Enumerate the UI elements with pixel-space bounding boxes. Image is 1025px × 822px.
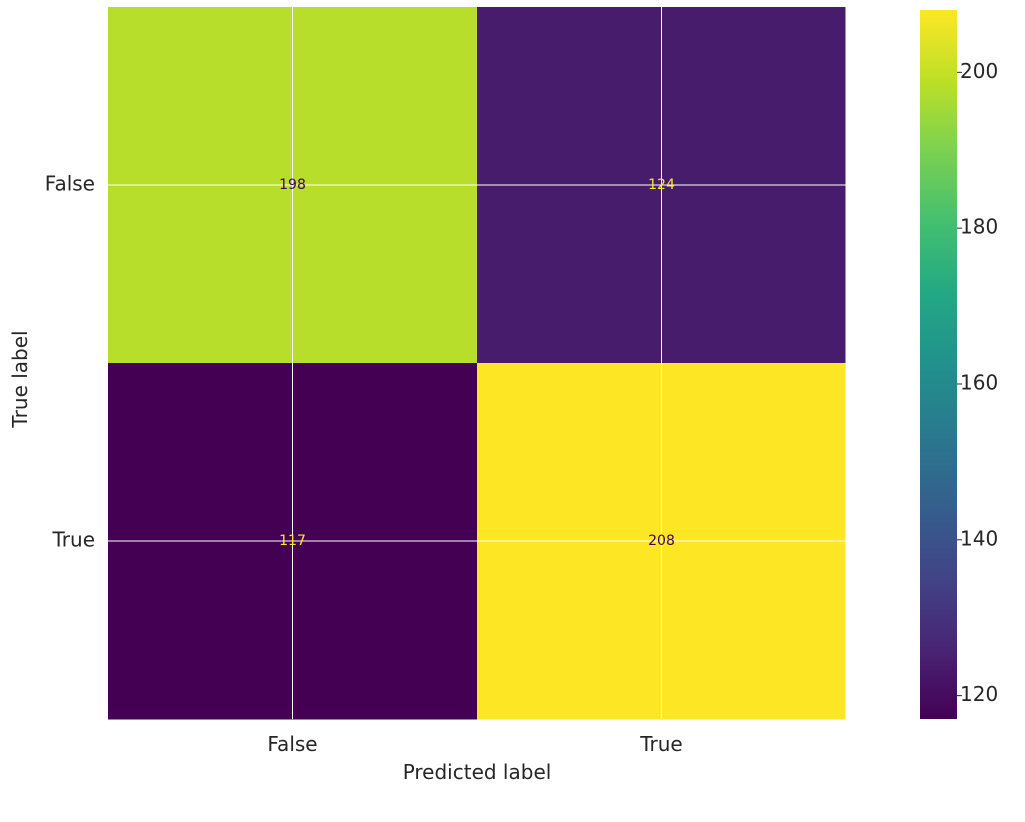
x-axis-ticks: False True [267, 732, 682, 756]
cell-value-label: 208 [648, 533, 675, 549]
colorbar-tick-label: 200 [960, 59, 998, 83]
cell-value-label: 124 [648, 177, 675, 193]
colorbar-tick-label: 140 [960, 526, 998, 550]
colorbar-tick-label: 160 [960, 370, 998, 394]
colorbar-ticks: 120 140 160 180 200 [957, 59, 998, 706]
y-axis-label: True label [8, 330, 32, 428]
gridlines [108, 7, 847, 719]
x-tick-label: False [267, 732, 317, 756]
x-axis-label: Predicted label [403, 760, 552, 784]
colorbar [920, 10, 957, 719]
cell-labels: 198 124 117 208 [279, 177, 675, 549]
x-tick-label: True [639, 732, 682, 756]
cell-value-label: 117 [279, 533, 306, 549]
cell-value-label: 198 [279, 177, 306, 193]
heatmap-cells [108, 7, 847, 720]
y-tick-label: False [45, 172, 95, 196]
colorbar-tick-label: 120 [960, 682, 998, 706]
colorbar-tick-label: 180 [960, 215, 998, 239]
y-tick-label: True [52, 528, 95, 552]
y-axis-ticks: False True [45, 172, 95, 552]
